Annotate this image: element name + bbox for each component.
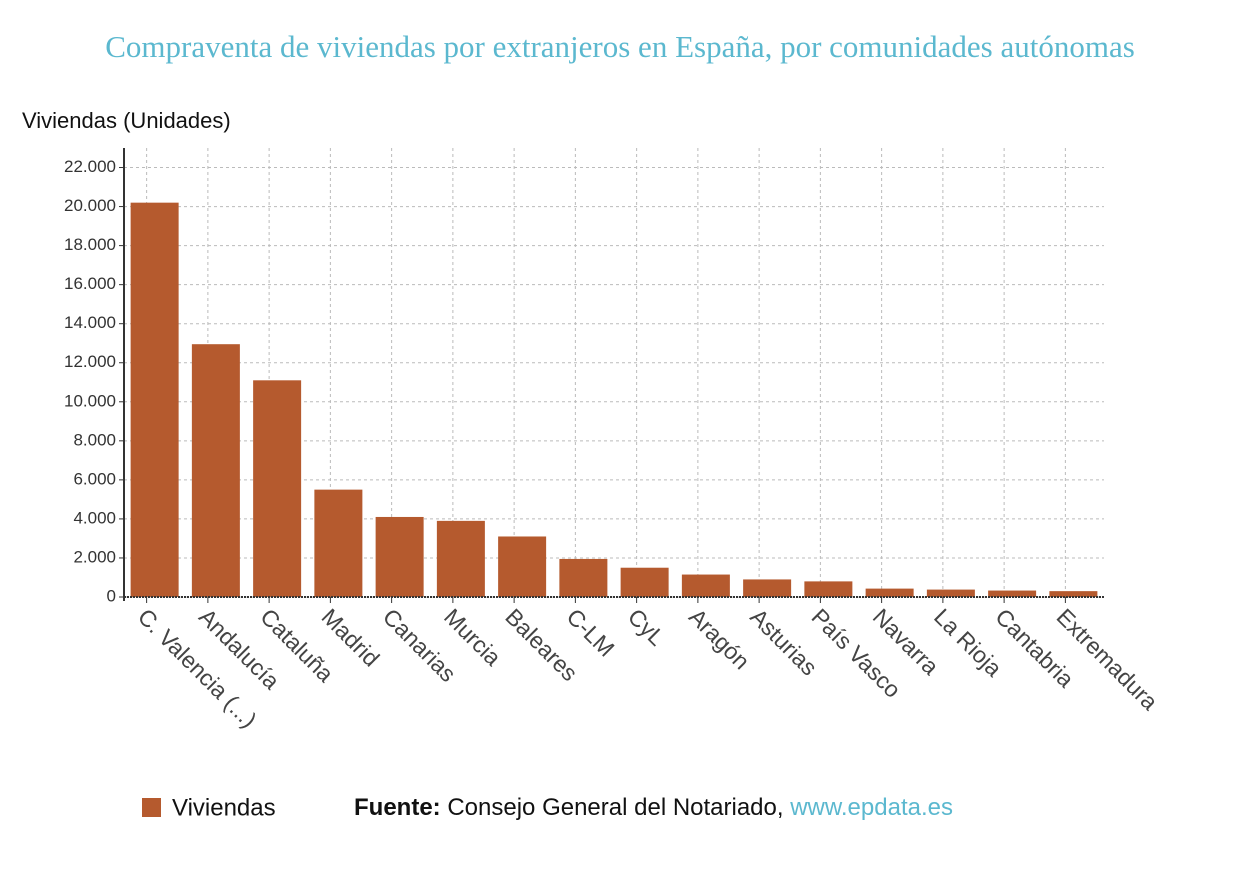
source: Fuente: Consejo General del Notariado, w…: [354, 794, 953, 821]
bar: [253, 380, 302, 597]
y-tick-label: 18.000: [64, 235, 116, 254]
chart-title: Compraventa de viviendas por extranjeros…: [105, 29, 1135, 64]
bar: [191, 344, 240, 597]
bar: [375, 516, 424, 597]
bar: [559, 558, 608, 597]
x-tick-label: Extremadura: [1052, 603, 1164, 715]
bar: [988, 590, 1037, 597]
bar: [1049, 591, 1098, 597]
x-tick-label: La Rioja: [929, 603, 1007, 681]
bar: [865, 588, 914, 597]
bar: [681, 574, 730, 597]
x-tick-label: C-LM: [562, 603, 620, 661]
bar: [314, 489, 363, 597]
source-text: Consejo General del Notariado,: [447, 794, 783, 821]
legend-label: Viviendas: [172, 794, 276, 821]
x-tick-label: Asturias: [745, 603, 822, 680]
y-tick-label: 6.000: [73, 469, 116, 488]
source-label: Fuente:: [354, 794, 441, 821]
y-tick-label: 22.000: [64, 157, 116, 176]
y-tick-label: 4.000: [73, 508, 116, 527]
bar: [436, 520, 485, 597]
x-tick-label: Aragón: [684, 603, 755, 674]
x-tick-label: CyL: [623, 603, 670, 650]
bar: [130, 202, 179, 597]
y-tick-label: 8.000: [73, 430, 116, 449]
legend-swatch: [142, 798, 161, 817]
y-tick-label: 12.000: [64, 352, 116, 371]
source-link[interactable]: www.epdata.es: [789, 794, 953, 821]
y-tick-label: 2.000: [73, 547, 116, 566]
y-tick-label: 16.000: [64, 274, 116, 293]
bar: [620, 567, 669, 597]
bar: [926, 589, 975, 597]
y-tick-label: 20.000: [64, 196, 116, 215]
y-axis-label: Viviendas (Unidades): [22, 108, 231, 133]
bar: [804, 581, 853, 597]
y-tick-label: 14.000: [64, 313, 116, 332]
bar: [498, 536, 547, 597]
y-tick-label: 10.000: [64, 391, 116, 410]
y-tick-label: 0: [107, 586, 116, 605]
bar: [743, 579, 792, 597]
